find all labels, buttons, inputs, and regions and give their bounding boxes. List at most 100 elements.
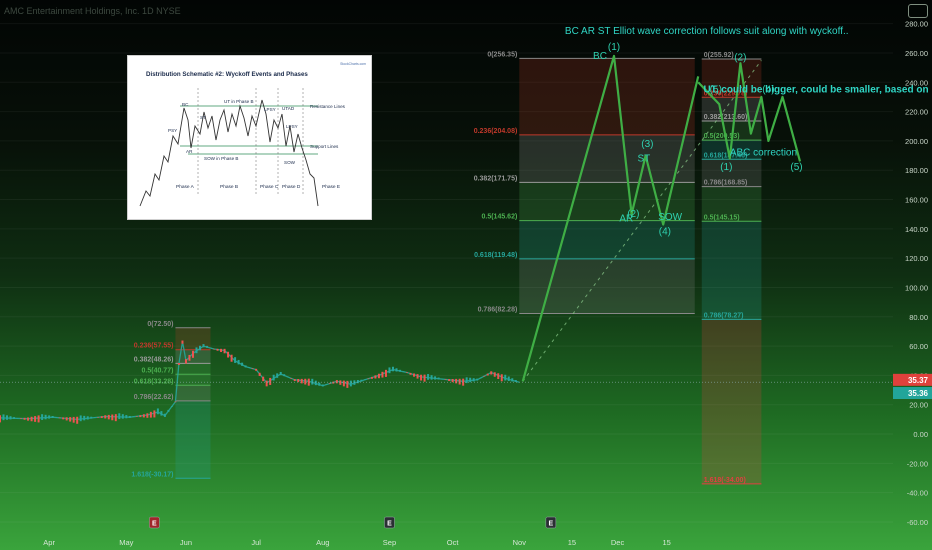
price-series-layer (0, 340, 520, 424)
projection-layer (521, 54, 802, 382)
wave-label: (2) (627, 209, 639, 220)
settings-icon[interactable] (908, 4, 928, 18)
earnings-marker[interactable] (149, 516, 160, 529)
inset-event-label: BC (182, 102, 189, 107)
fib-level-label: 0(255.92) (704, 52, 734, 59)
elliott-projection-main (521, 54, 700, 382)
fib-level-label: 0.5(40.77) (142, 367, 174, 374)
y-tick-label: 280.00 (905, 20, 928, 29)
x-tick-label: 15 (662, 538, 670, 547)
x-tick-label: Oct (447, 538, 460, 547)
inset-event-label: PSY (168, 128, 177, 133)
fib-level-label: 0.236(229.78) (704, 90, 748, 97)
x-tick-label: Sep (383, 538, 396, 547)
inset-price-path (139, 99, 319, 207)
fib-level-label: 0.618(187.46) (704, 152, 748, 159)
price-line (0, 341, 520, 421)
fib-zone (175, 385, 211, 401)
x-tick-label: Nov (513, 538, 527, 547)
wave-label: (3) (641, 139, 653, 150)
fib-zone (519, 220, 695, 259)
fib-level-label: 0.382(171.75) (474, 175, 518, 182)
y-tick-label: 260.00 (905, 49, 928, 58)
y-tick-label: -40.00 (907, 489, 928, 498)
elliott-projection-right (697, 62, 802, 162)
y-tick-label: 80.00 (909, 313, 928, 322)
fib-level-label: 0.5(200.53) (704, 133, 740, 140)
y-tick-label: -60.00 (907, 518, 928, 527)
fib-zone (701, 120, 762, 141)
earnings-marker-label: E (387, 521, 392, 528)
fib-level-label: 0.786(82.28) (478, 306, 518, 313)
wave-label: (1) (608, 42, 620, 53)
y-tick-label: -20.00 (907, 459, 928, 468)
y-tick-label: 0.00 (913, 430, 928, 439)
x-tick-label: Dec (611, 538, 625, 547)
y-tick-label: 60.00 (909, 342, 928, 351)
earnings-marker[interactable] (545, 516, 557, 529)
x-tick-label: Jun (180, 538, 192, 547)
earnings-marker-label: E (152, 521, 157, 528)
fib-zone (519, 58, 695, 135)
wave-label: AR (619, 214, 633, 225)
fib-level-label: 1.618(-34.00) (704, 477, 746, 484)
fib-zone (701, 221, 762, 320)
wave-label: ST (637, 153, 650, 164)
fib-level-label: 0.618(119.48) (474, 252, 517, 259)
x-tick-label: Jul (251, 538, 261, 547)
symbol-header: AMC Entertainment Holdings, Inc. 1D NYSE (4, 6, 181, 16)
fib-zone (701, 159, 762, 187)
y-tick-label: 180.00 (905, 166, 928, 175)
x-tick-label: Aug (316, 538, 329, 547)
fib-level-label: 0.236(57.55) (134, 343, 174, 350)
fib-level-label: 0(256.35) (487, 51, 517, 58)
fib-level-label: 0.382(48.26) (134, 356, 174, 363)
x-tick-label: May (119, 538, 133, 547)
fib-zone (519, 134, 695, 183)
earnings-marker-label: E (549, 521, 554, 528)
earnings-marker[interactable] (384, 516, 395, 529)
fib-level-label: 0(72.50) (147, 321, 173, 328)
wyckoff-schematic-drawing: Distribution Schematic #2: Wyckoff Event… (139, 62, 366, 207)
y-tick-label: 20.00 (909, 401, 928, 410)
inset-event-label: ST (200, 115, 206, 120)
fib-level-label: 0.786(168.85) (704, 180, 748, 187)
inset-brand: StockCharts.com (340, 62, 366, 66)
wave-label: (1) (720, 162, 732, 173)
wave-label: (5) (790, 162, 802, 173)
fib-level-label: 0.5(145.62) (481, 214, 517, 221)
fib-zone (701, 58, 762, 98)
chart-annotation: ABC correction (730, 148, 797, 159)
chart-annotation: BC AR ST Elliot wave correction follows … (565, 26, 849, 37)
wave-label-layer: (1)BC(2)AR(3)ST(4)SOW(5)(2)(4)(1) (5)BC A… (565, 26, 932, 238)
y-tick-label: 200.00 (905, 137, 928, 146)
y-tick-label: 220.00 (905, 108, 928, 117)
wave-label: SOW (658, 212, 682, 223)
inset-event-label: UTAD (282, 106, 295, 111)
fib-zone (175, 400, 211, 479)
inset-event-label: LPSY (286, 124, 298, 129)
wave-label: (2) (734, 52, 746, 63)
inset-event-label: Resistance Lines (310, 104, 346, 109)
wave-label: (4) (762, 85, 774, 96)
fib-level-label: 0.786(78.27) (704, 312, 744, 319)
fib-level-label: 0.618(33.28) (134, 378, 174, 385)
price-badge (893, 373, 932, 386)
fib-level-label: 0.5(145.15) (704, 214, 740, 221)
inset-phase-label: Phase E (322, 184, 340, 190)
inset-phase-label: Phase D (282, 184, 301, 190)
wyckoff-schematic-inset: Distribution Schematic #2: Wyckoff Event… (127, 55, 372, 220)
y-tick-label: 120.00 (905, 254, 928, 263)
chart-annotation: UT, could be bigger, could be smaller, b… (704, 85, 932, 96)
inset-phase-label: Phase A (176, 184, 195, 190)
fib-zone (175, 374, 211, 386)
price-badge-label: 35.36 (908, 389, 929, 398)
inset-event-label: SOW (284, 160, 296, 165)
fib-level-label: 0.236(204.08) (474, 128, 518, 135)
inset-event-label: LPSY (264, 107, 276, 112)
inset-title: Distribution Schematic #2: Wyckoff Event… (146, 71, 308, 78)
y-tick-label: 240.00 (905, 78, 928, 87)
